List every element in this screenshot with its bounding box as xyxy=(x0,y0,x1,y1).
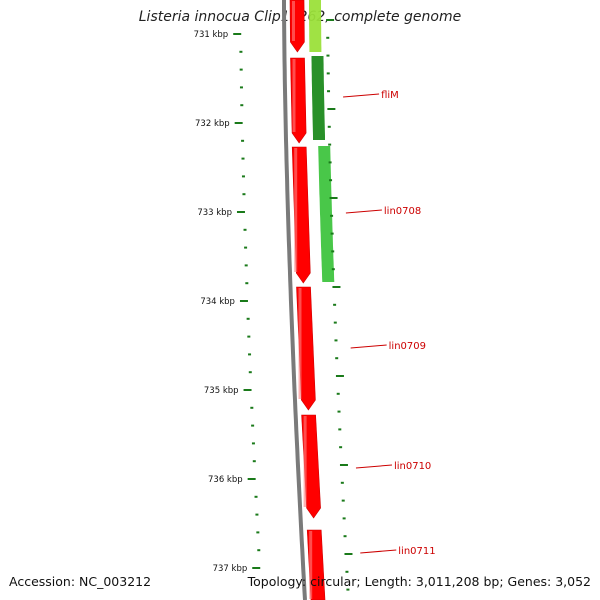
accession-text: Accession: NC_003212 xyxy=(9,574,152,589)
tick-label-5: 735 kbp xyxy=(204,386,239,396)
label-layer: fliM lin0708 lin0709 lin0710 lin0711 xyxy=(343,90,436,557)
tick-label-1: 731 kbp xyxy=(194,30,229,40)
tick-label-4: 734 kbp xyxy=(200,297,235,307)
gene-highlight-3 xyxy=(294,148,298,272)
gene-label-2: lin0708 xyxy=(384,206,421,217)
gene-highlight-1 xyxy=(292,1,295,41)
tick-label-6: 736 kbp xyxy=(208,475,243,485)
backbone-arc xyxy=(282,0,307,600)
tick-label-7: 737 kbp xyxy=(213,564,248,574)
feature-layer xyxy=(309,0,335,282)
gene-label-1: fliM xyxy=(381,90,399,101)
gene-highlight-2 xyxy=(292,59,296,132)
leader-line-5 xyxy=(360,549,397,554)
gene-highlight-6 xyxy=(309,531,313,599)
tick-label-3: 733 kbp xyxy=(197,208,232,218)
leader-line-1 xyxy=(343,93,380,98)
feature-band-2 xyxy=(311,56,325,140)
gene-layer xyxy=(289,0,326,600)
leader-line-3 xyxy=(350,344,387,349)
gene-highlight-5 xyxy=(303,416,307,507)
tick-label-2: 732 kbp xyxy=(195,119,230,129)
feature-band-1 xyxy=(309,0,322,52)
tick-layer: 731 kbp 732 kbp 733 kbp 734 kbp 735 kbp 736 k… xyxy=(194,19,353,591)
leader-line-4 xyxy=(355,464,393,469)
leader-line-2 xyxy=(345,209,382,214)
topology-text: Topology: circular; Length: 3,011,208 bp… xyxy=(247,574,591,589)
gene-label-3: lin0709 xyxy=(389,341,426,352)
gene-label-4: lin0710 xyxy=(394,461,431,472)
gene-highlight-4 xyxy=(298,288,302,399)
backbone-layer xyxy=(282,0,307,600)
feature-band-3 xyxy=(318,146,335,282)
gene-label-5: lin0711 xyxy=(398,546,435,557)
